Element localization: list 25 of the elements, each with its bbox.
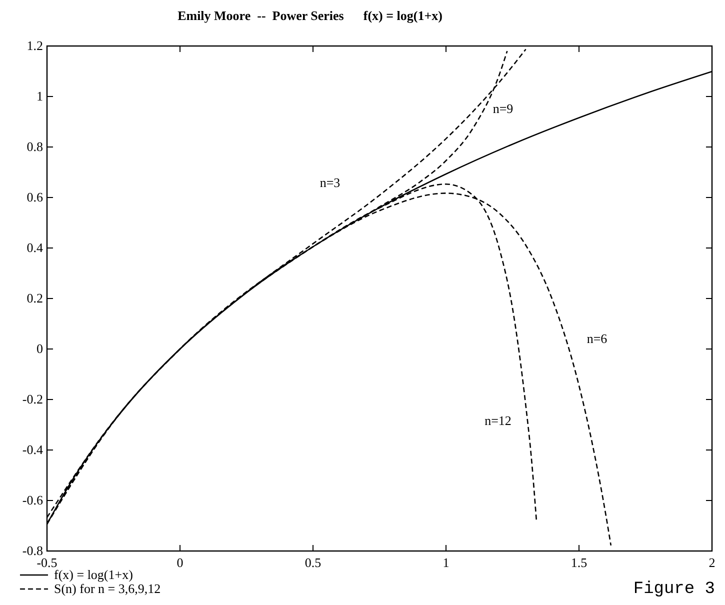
- x-tick-label: 2: [708, 555, 716, 570]
- y-tick-label: 0: [36, 341, 43, 356]
- caption: Figure 3: [633, 580, 715, 599]
- y-tick-label: 0.8: [26, 139, 43, 154]
- x-tick-label: 1.5: [570, 555, 588, 570]
- legend-label: f(x) = log(1+x): [54, 567, 133, 582]
- y-tick-label: 0.4: [26, 240, 44, 255]
- y-tick-label: -0.4: [22, 442, 44, 457]
- annotation: n=9: [492, 101, 514, 116]
- y-tick-label: 1: [36, 88, 43, 104]
- y-tick-label: 1.2: [26, 38, 43, 53]
- y-tick-label: 0.6: [26, 190, 44, 204]
- chart-title: Emily Moore -- Power Series f(x) = log(1+x): [178, 8, 442, 23]
- y-tick-label: -0.6: [22, 492, 44, 508]
- x-tick-label: 1: [442, 555, 450, 570]
- annotation: n=6: [586, 331, 608, 346]
- legend-label: S(n) for n = 3,6,9,12: [54, 581, 161, 596]
- x-tick-label: -0.5: [36, 555, 58, 570]
- x-tick-label: 0.5: [304, 555, 322, 570]
- y-tick-label: 0.2: [26, 290, 43, 306]
- y-tick-label: -0.8: [22, 543, 43, 558]
- x-tick-label: 0: [176, 555, 184, 570]
- annotation: n=3: [320, 175, 340, 190]
- y-tick-label: -0.2: [22, 392, 43, 406]
- annotation: n=12: [484, 413, 512, 428]
